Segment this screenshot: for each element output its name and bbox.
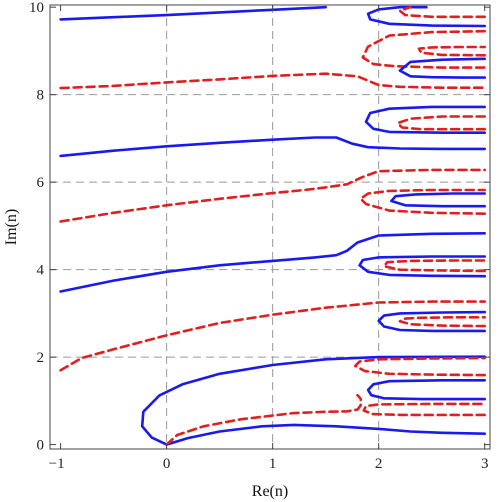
dashed-curve [59, 300, 486, 372]
solid-curve [59, 232, 486, 293]
solid-curve [390, 192, 486, 208]
y-tick-label: 4 [37, 263, 45, 279]
solid-curve [59, 5, 327, 21]
dashed-curve [59, 168, 486, 223]
dashed-curve [417, 45, 486, 57]
dashed-curve [59, 72, 486, 90]
solid-curve [398, 57, 486, 79]
y-tick-label: 2 [37, 350, 45, 366]
x-tick-label: −1 [49, 456, 65, 472]
dashed-curve [361, 29, 486, 69]
x-tick-label: 1 [269, 456, 277, 472]
solid-curve [140, 355, 486, 446]
x-tick-label: 3 [481, 456, 489, 472]
dashed-curve [354, 356, 486, 377]
plot-curves [59, 5, 486, 446]
grid-lines [50, 5, 490, 449]
x-tick-label: 0 [163, 456, 171, 472]
plot-frame [49, 4, 491, 450]
solid-curve [59, 136, 486, 158]
dashed-curve [398, 5, 486, 19]
y-tick-label: 6 [37, 175, 45, 191]
y-tick-label: 8 [37, 88, 45, 104]
dashed-curve [382, 259, 486, 273]
dashed-curve [362, 402, 486, 417]
dashed-curve [165, 393, 362, 446]
solid-curve [366, 379, 486, 401]
x-tick-label: 2 [375, 456, 383, 472]
dashed-curve [359, 188, 486, 215]
dashed-curve [396, 115, 486, 131]
solid-curve [366, 5, 486, 28]
y-tick-label: 0 [37, 438, 45, 454]
solid-curve [165, 423, 486, 446]
y-tick-label: 10 [29, 0, 44, 16]
y-axis-label: Im(n) [3, 209, 20, 245]
solid-curve [358, 255, 486, 278]
x-axis-label: Re(n) [252, 483, 288, 500]
solid-curve [364, 105, 486, 134]
solid-curve [377, 310, 486, 333]
dashed-curve [398, 316, 486, 328]
